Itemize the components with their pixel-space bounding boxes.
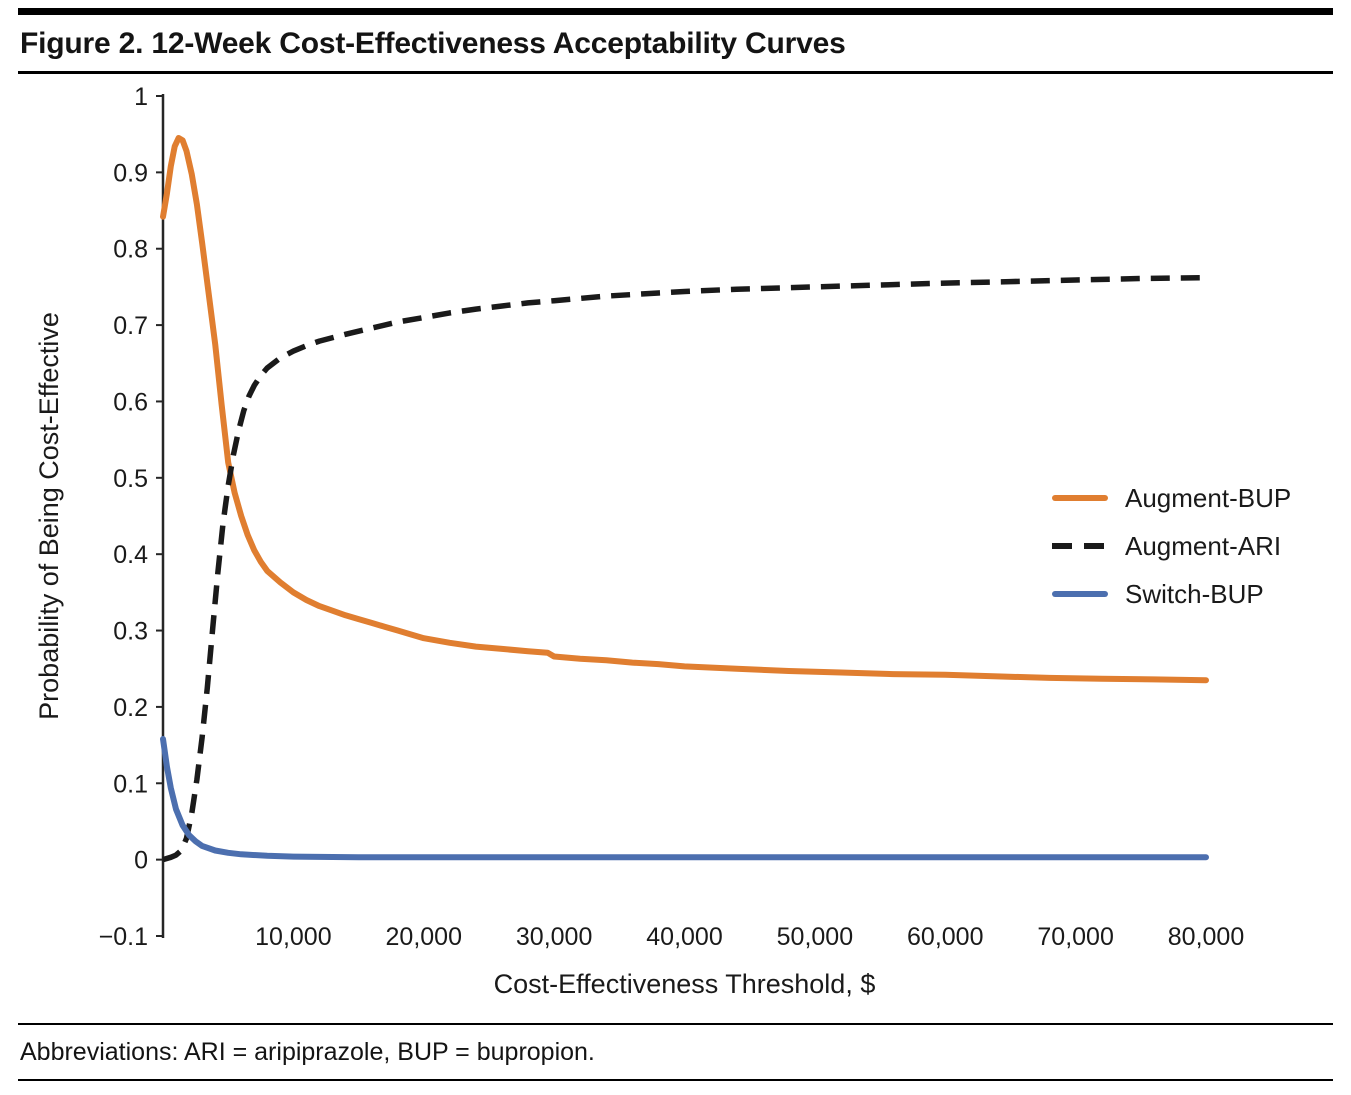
x-tick-label: 40,000 <box>646 923 722 951</box>
legend-label-augment-ari: Augment-ARI <box>1125 530 1282 561</box>
y-tick-label: 0.2 <box>113 694 148 722</box>
chart-area: 1 0.9 0.8 0.7 0.6 0.5 0.4 0.3 0.2 0.1 0 −0.1 10,000 2… <box>18 74 1333 1009</box>
legend-label-augment-bup: Augment-BUP <box>1125 482 1292 513</box>
chart-legend: Augment-BUP Augment-ARI Switch-BUP <box>1052 474 1291 618</box>
series-line-augment-bup <box>160 135 1209 684</box>
legend-swatch-augment-ari-line <box>1052 543 1108 549</box>
title-divider-rule <box>18 71 1333 74</box>
y-tick-label: 0.1 <box>113 770 148 798</box>
y-tick-label: 0 <box>134 847 148 875</box>
top-divider-rule <box>18 8 1333 15</box>
series-line-switch-bup <box>160 736 1209 861</box>
abbreviations-footnote: Abbreviations: ARI = aripiprazole, BUP =… <box>20 1038 595 1066</box>
figure-page: Figure 2. 12-Week Cost-Effectiveness Acc… <box>0 8 1351 1081</box>
legend-swatch-augment-bup-line <box>1052 495 1108 501</box>
chart-svg: 1 0.9 0.8 0.7 0.6 0.5 0.4 0.3 0.2 0.1 0 −0.1 10,000 2… <box>34 83 1244 999</box>
y-tick-label: 0.6 <box>113 388 148 416</box>
y-tick-label: 0.9 <box>113 159 148 187</box>
series-line-augment-ari <box>162 274 1207 863</box>
figure-title: Figure 2. 12-Week Cost-Effectiveness Acc… <box>20 27 846 60</box>
y-tick-label: 0.5 <box>113 465 148 493</box>
x-tick-label: 80,000 <box>1168 923 1244 951</box>
legend-item-augment-ari: Augment-ARI <box>1052 522 1291 570</box>
x-axis-title: Cost-Effectiveness Threshold, $ <box>494 969 876 999</box>
legend-label-switch-bup: Switch-BUP <box>1125 578 1264 609</box>
x-tick-label: 50,000 <box>777 923 853 951</box>
x-tick-label: 60,000 <box>907 923 983 951</box>
footnote-top-rule <box>18 1023 1333 1025</box>
y-axis-title: Probability of Being Cost-Effective <box>34 312 64 720</box>
x-tick-label: 10,000 <box>255 923 331 951</box>
y-tick-label: −0.1 <box>99 923 148 951</box>
x-tick-label: 20,000 <box>386 923 462 951</box>
footnote-bottom-rule <box>18 1079 1333 1081</box>
y-tick-label: 1 <box>134 83 148 111</box>
y-tick-label: 0.7 <box>113 312 148 340</box>
y-tick-label: 0.3 <box>113 618 148 646</box>
legend-item-switch-bup: Switch-BUP <box>1052 570 1291 618</box>
y-tick-label: 0.4 <box>113 541 148 569</box>
y-tick-label: 0.8 <box>113 236 148 264</box>
x-tick-label: 30,000 <box>516 923 592 951</box>
legend-item-augment-bup: Augment-BUP <box>1052 474 1291 522</box>
legend-swatch-switch-bup-line <box>1052 591 1108 597</box>
x-tick-label: 70,000 <box>1037 923 1113 951</box>
